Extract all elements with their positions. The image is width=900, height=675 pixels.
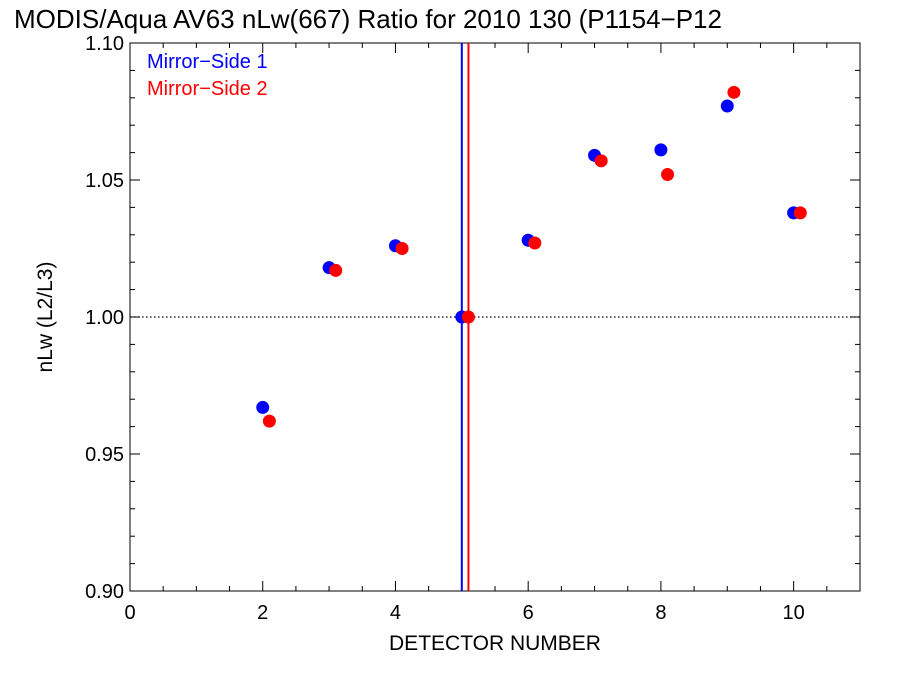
y-tick-labels: 0.90 0.95 1.00 1.05 1.10 <box>85 33 124 603</box>
mirror-side-1-point <box>654 143 668 157</box>
mirror-side-2-point <box>594 154 608 168</box>
x-tick-label: 2 <box>257 602 268 624</box>
axis-ticks <box>129 42 861 592</box>
legend-item-mirror-side-2: Mirror−Side 2 <box>147 78 268 100</box>
mirror-side-2-point <box>793 206 807 220</box>
mirror-side-2-point <box>262 414 276 428</box>
x-tick-label: 4 <box>390 602 401 624</box>
y-axis-label: nLw (L2/L3) <box>34 262 57 373</box>
chart-title: MODIS/Aqua AV63 nLw(667) Ratio for 2010 … <box>14 4 722 34</box>
x-tick-label: 6 <box>523 602 534 624</box>
y-tick-label: 0.95 <box>85 444 124 466</box>
mirror-side-2-point <box>528 236 542 250</box>
x-tick-label: 10 <box>783 602 805 624</box>
mirror-side-2-point <box>661 168 675 182</box>
x-axis-label: DETECTOR NUMBER <box>389 632 601 655</box>
x-tick-label: 8 <box>655 602 666 624</box>
x-tick-labels: 0 2 4 6 8 10 <box>124 602 804 624</box>
mirror-side-1-point <box>256 400 270 414</box>
y-tick-label: 1.10 <box>85 33 124 55</box>
legend-item-mirror-side-1: Mirror−Side 1 <box>147 51 268 73</box>
y-tick-label: 1.00 <box>85 307 124 329</box>
mirror-side-1-point <box>720 99 734 113</box>
x-tick-label: 0 <box>124 602 135 624</box>
mirror-side-2-point <box>461 310 475 324</box>
mirror-side-2-point <box>395 242 409 255</box>
data-points <box>256 85 807 428</box>
mirror-side-2-point <box>329 263 343 277</box>
y-tick-label: 0.90 <box>85 581 124 603</box>
mirror-side-2-point <box>727 85 741 99</box>
legend: Mirror−Side 1 Mirror−Side 2 <box>147 51 268 100</box>
y-tick-label: 1.05 <box>85 170 124 192</box>
